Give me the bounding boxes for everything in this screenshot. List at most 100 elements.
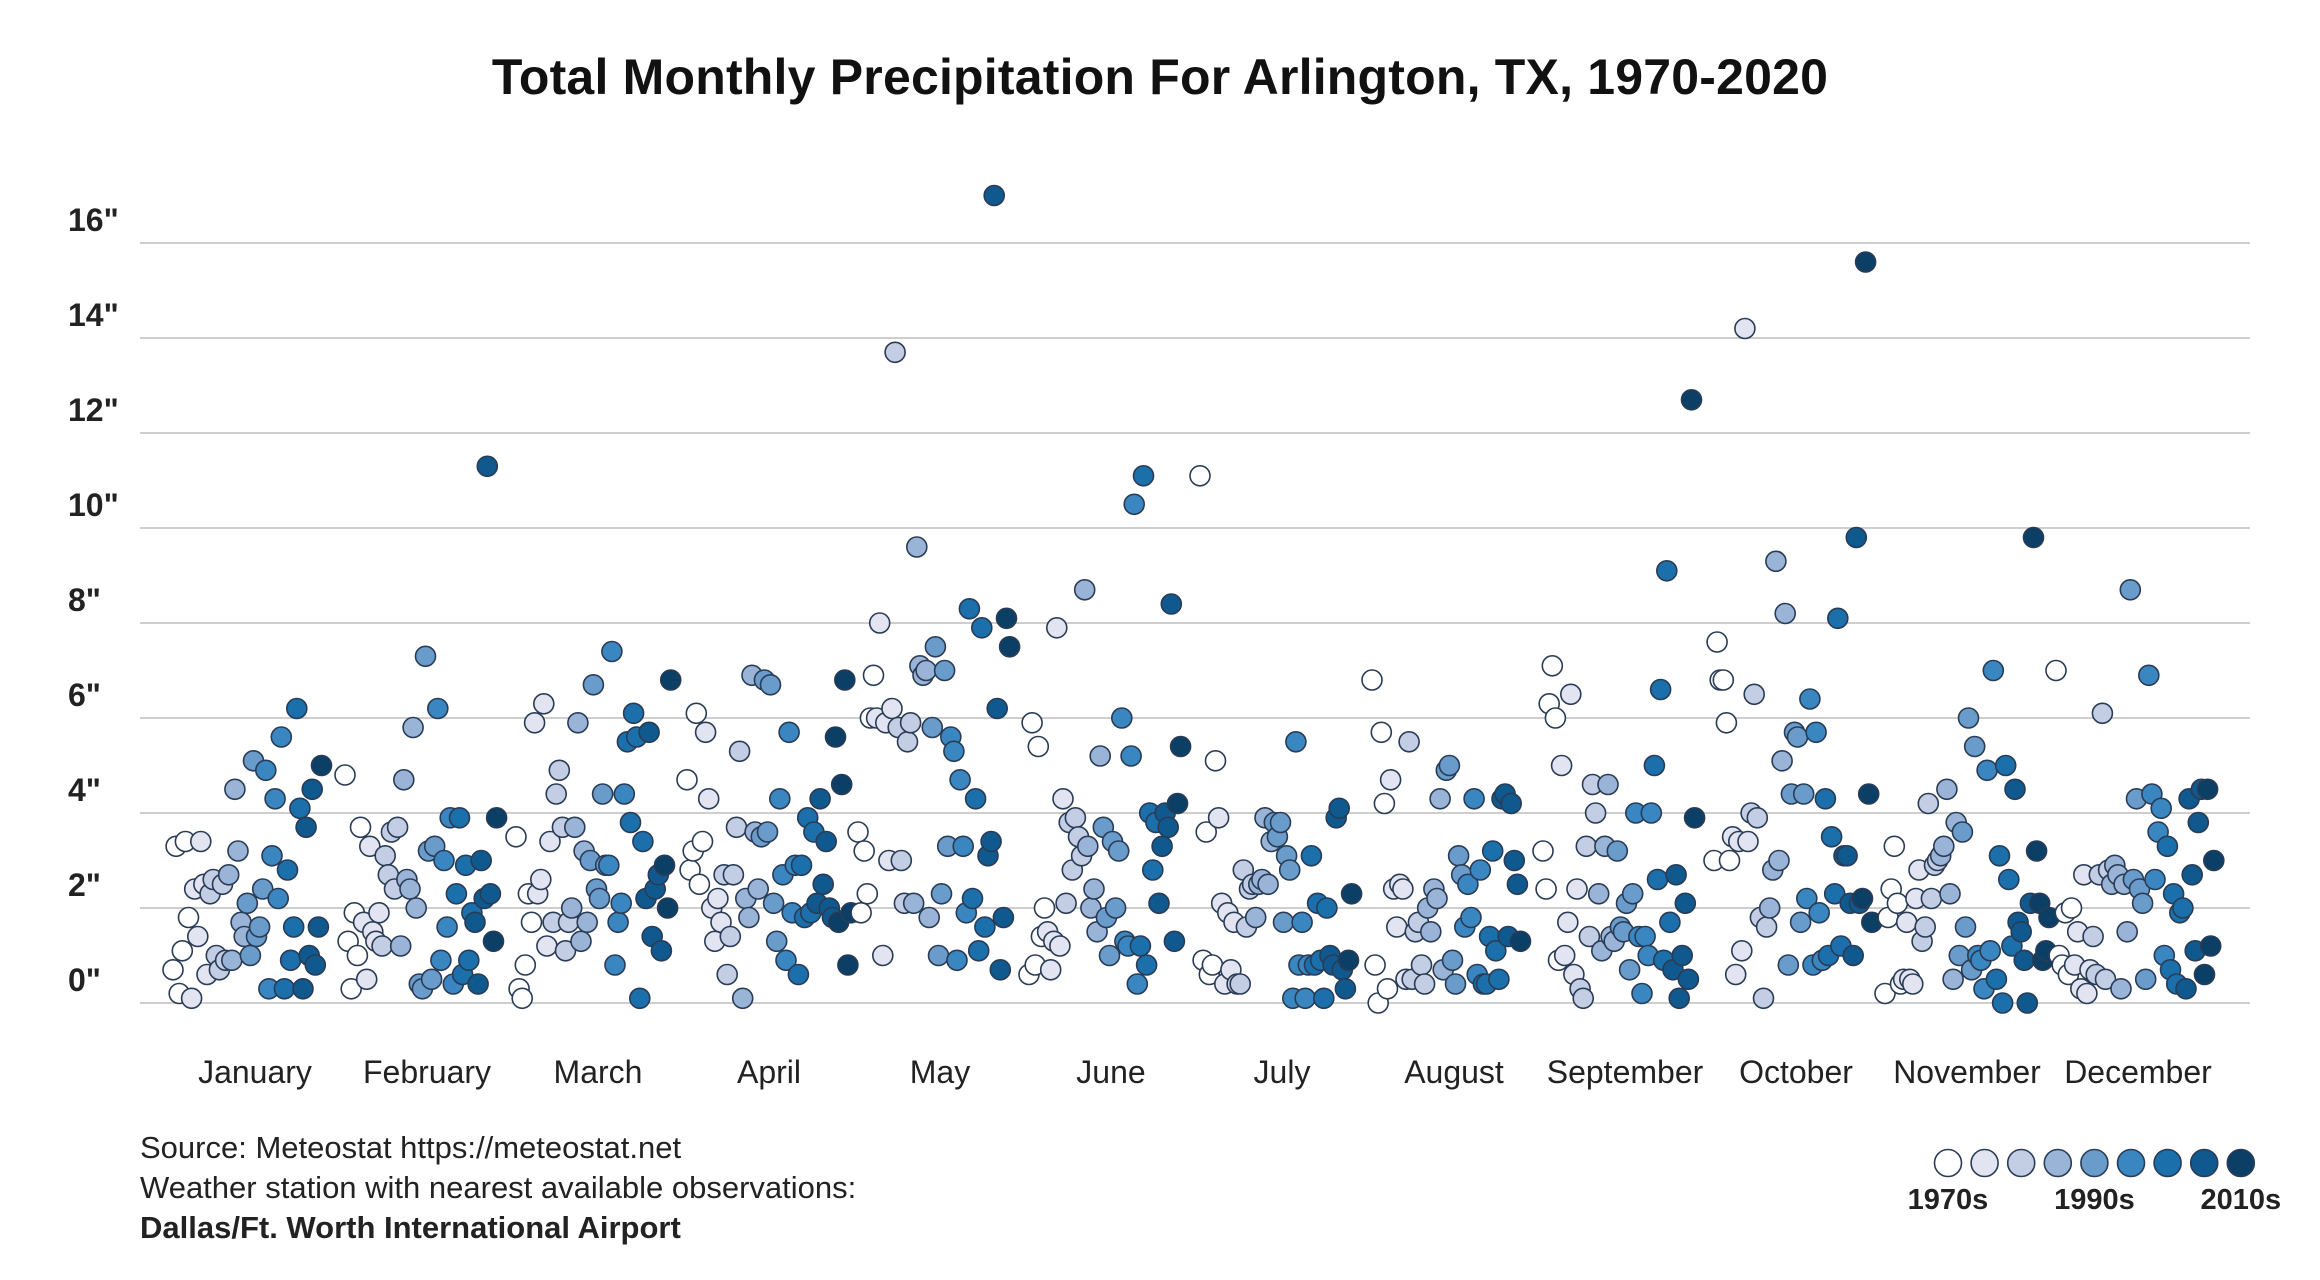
data-point [2010,920,2032,943]
data-point [1621,882,1644,905]
data-point [853,840,876,862]
data-point [1951,821,1974,843]
data-point [1998,868,2020,891]
data-point [1027,735,1050,758]
data-point [2119,578,2142,601]
data-point [980,830,1002,853]
data-point [2025,840,2048,862]
data-point [824,726,847,748]
data-point [1731,939,1753,962]
data-point [902,892,925,915]
data-point [1820,825,1843,848]
data-point [868,612,891,634]
x-tick-label: January [198,1054,312,1090]
data-point [716,963,739,986]
data-point [1509,930,1532,953]
data-point [1328,797,1350,820]
data-point [270,726,293,748]
data-point [881,697,903,720]
data-point [1073,578,1096,601]
data-point [511,987,534,1010]
data-point [1392,878,1414,900]
data-point [1939,882,1961,905]
data-point [1857,783,1880,805]
data-point [532,692,555,715]
data-point [1656,559,1678,582]
data-point [1460,906,1482,929]
data-point [371,935,393,957]
data-point [1157,816,1179,839]
source-footnote: Source: Meteostat https://meteostat.net … [140,1128,856,1248]
data-point [1447,844,1470,867]
data-point [485,806,508,829]
data-point [433,849,455,872]
data-point [2110,977,2132,1000]
data-point [436,916,458,938]
y-tick-label: 8" [68,582,101,618]
data-point [1278,859,1301,881]
data-point [1799,688,1821,710]
data-point [1535,878,1557,900]
data-point [1734,317,1756,340]
data-point [998,635,1021,658]
data-point [1550,754,1573,777]
data-point [2203,849,2225,872]
data-point [1204,749,1227,772]
data-point [983,184,1006,207]
data-point [1954,916,1977,938]
data-point [292,977,314,1000]
data-point [1316,897,1338,919]
data-point [1376,977,1399,1000]
data-point [952,835,975,858]
source-line: Source: Meteostat https://meteostat.net [140,1130,682,1165]
data-point [180,987,203,1010]
legend-label-1990s: 1990s [2054,1184,2135,1216]
data-point [1677,968,1700,991]
data-point [656,897,679,919]
data-point [2144,868,2166,891]
data-point [1674,892,1697,915]
data-point [1933,835,1955,858]
legend-swatch [2006,1148,2036,1178]
data-point [1743,683,1765,706]
data-point [1444,973,1467,995]
data-point [1597,773,1619,796]
data-point [1469,859,1492,881]
data-point [768,787,791,810]
data-point [1364,954,1386,976]
data-point [1572,987,1594,1010]
data-point [970,616,993,639]
data-point [1774,602,1796,625]
data-point [1111,707,1133,729]
data-point [1132,464,1155,487]
data-point [604,954,626,976]
data-point [368,901,390,924]
data-point [2082,925,2104,948]
legend-swatch [2189,1148,2219,1178]
data-point [1796,887,1818,910]
data-point [239,944,262,967]
data-point [1683,806,1706,829]
x-tick-label: June [1076,1054,1145,1090]
y-tick-label: 16" [68,202,119,238]
data-point [276,859,299,881]
data-point [1386,916,1408,938]
data-point [1634,925,1656,948]
data-point [2060,897,2083,919]
data-point [2199,935,2222,957]
data-point [986,697,1009,720]
data-point [279,949,302,972]
data-point [470,849,493,872]
data-point [946,949,968,972]
data-point [1163,930,1186,953]
data-point [1046,616,1068,639]
data-point [402,716,424,739]
data-point [1300,844,1323,867]
data-point [964,787,987,810]
y-tick-label: 6" [68,677,101,713]
data-point [961,887,984,910]
data-point [1506,873,1529,896]
data-point [1789,911,1812,934]
data-point [482,930,505,953]
data-point [1982,659,2005,682]
